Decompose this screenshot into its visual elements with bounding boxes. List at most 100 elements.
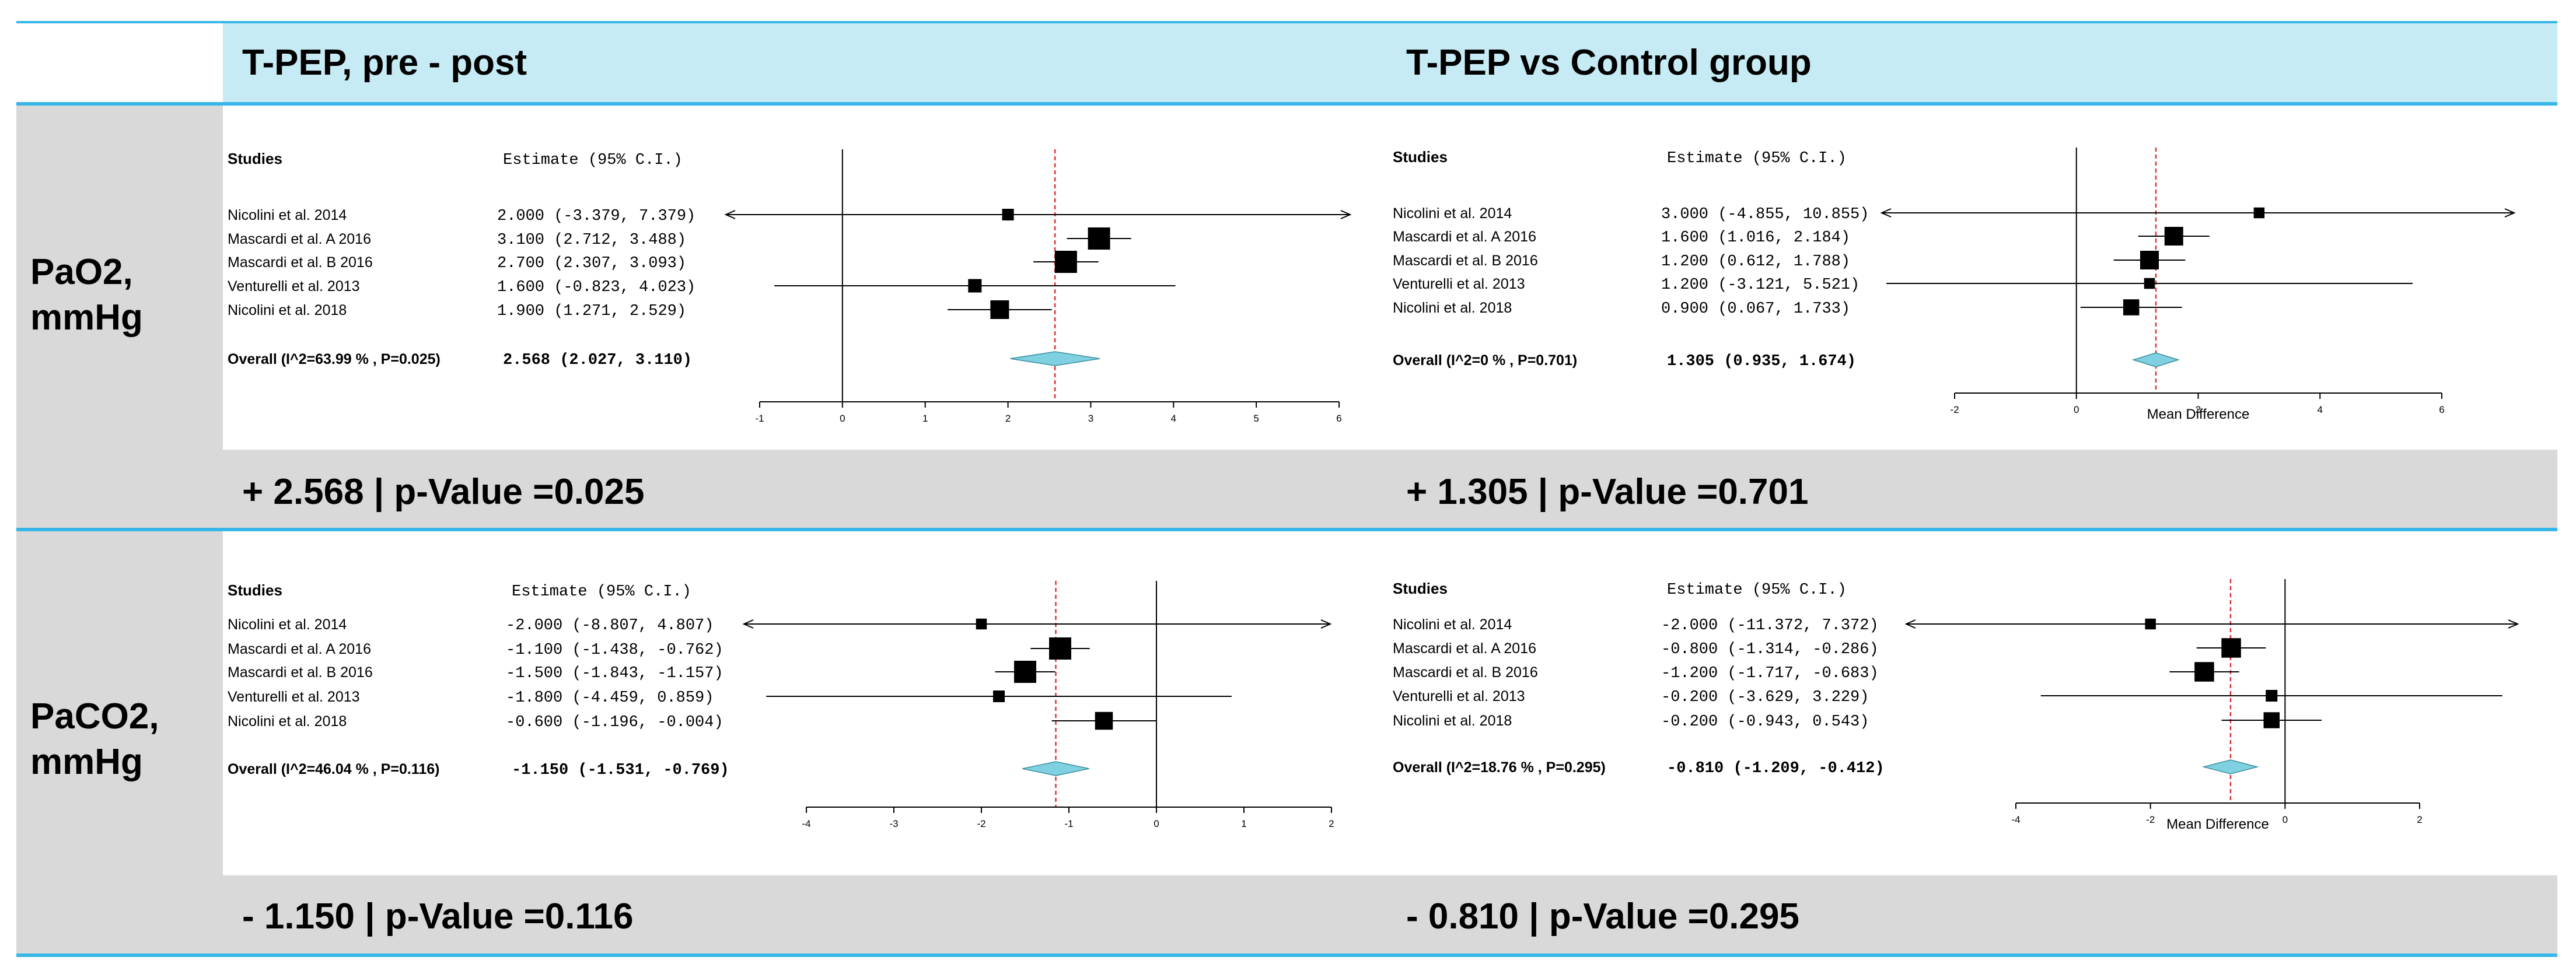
overall-diamond xyxy=(2131,352,2180,367)
study-name: Mascardi et al. B 2016 xyxy=(228,254,373,271)
forest-plot-pao2-pre-post: Studies Estimate (95% C.I.) Nicolini et al… xyxy=(223,106,1387,450)
study-point xyxy=(2145,618,2156,630)
overall-estimate: -0.810 (-1.209, -0.412) xyxy=(1667,760,1885,777)
study-name: Nicolini et al. 2014 xyxy=(1393,616,1512,633)
study-name: Mascardi et al. B 2016 xyxy=(228,664,373,681)
study-name: Mascardi et al. A 2016 xyxy=(1393,229,1536,245)
study-estimate: -0.200 (-0.943, 0.543) xyxy=(1661,713,1869,731)
row-label-paco2: PaCO2, mmHg xyxy=(30,696,159,782)
ci-arrow-right xyxy=(2504,208,2516,218)
summary-paco2-vs-control: - 0.810 | p-Value =0.295 xyxy=(1406,896,1799,937)
ci-arrow-left xyxy=(742,619,754,629)
study-estimate: -1.100 (-1.438, -0.762) xyxy=(506,642,723,659)
study-point xyxy=(1049,637,1071,660)
study-point xyxy=(990,300,1009,319)
study-name: Mascardi et al. A 2016 xyxy=(228,641,371,657)
header-divider xyxy=(16,102,2557,106)
study-estimate: -0.200 (-3.629, 3.229) xyxy=(1661,689,1869,706)
header-band xyxy=(223,23,2557,102)
study-point xyxy=(1095,711,1113,730)
study-estimate: 3.000 (-4.855, 10.855) xyxy=(1661,206,1869,223)
study-estimate: 3.100 (2.712, 3.488) xyxy=(497,232,686,249)
forest-plot-paco2-pre-post: Studies Estimate (95% C.I.) Nicolini et al… xyxy=(223,531,1387,875)
study-estimate: -1.500 (-1.843, -1.157) xyxy=(506,665,723,682)
overall-label: Overall (I^2=46.04 % , P=0.116) xyxy=(228,761,439,777)
study-point xyxy=(2263,712,2280,728)
x-axis-label: Mean Difference xyxy=(2147,406,2250,422)
overall-diamond xyxy=(1022,761,1089,776)
study-name: Nicolini et al. 2014 xyxy=(228,207,347,223)
forest-plot-svg: Studies Estimate (95% C.I.) Nicolini et al… xyxy=(1393,579,2519,832)
row-divider xyxy=(16,528,2557,531)
study-name: Mascardi et al. B 2016 xyxy=(1393,664,1538,681)
summary-pao2-pre-post: + 2.568 | p-Value =0.025 xyxy=(242,472,645,512)
x-tick-label: 0 xyxy=(1154,818,1159,829)
study-point xyxy=(2253,207,2265,219)
study-point xyxy=(1002,209,1014,220)
study-name: Nicolini et al. 2018 xyxy=(228,302,347,318)
study-point xyxy=(2123,299,2140,316)
top-divider xyxy=(16,21,2557,23)
ci-arrow-left xyxy=(724,210,736,219)
row-label-cell-paco2 xyxy=(16,531,223,954)
forest-plot-paco2-vs-control: Studies Estimate (95% C.I.) Nicolini et al… xyxy=(1387,531,2557,875)
summary-band-paco2 xyxy=(223,875,2557,954)
study-estimate: -2.000 (-11.372, 7.372) xyxy=(1661,617,1879,635)
overall-diamond xyxy=(1010,351,1100,366)
studies-header: Studies xyxy=(228,150,282,167)
study-point xyxy=(1014,661,1036,683)
study-estimate: -0.800 (-1.314, -0.286) xyxy=(1661,641,1879,658)
study-estimate: 2.700 (2.307, 3.093) xyxy=(497,255,686,272)
overall-estimate: 1.305 (0.935, 1.674) xyxy=(1667,353,1856,370)
bottom-divider xyxy=(16,954,2557,957)
study-estimate: 1.200 (0.612, 1.788) xyxy=(1661,253,1850,271)
study-estimate: 1.900 (1.271, 2.529) xyxy=(497,303,686,320)
study-estimate: 2.000 (-3.379, 7.379) xyxy=(497,208,695,225)
forest-plot-svg: Studies Estimate (95% C.I.) Nicolini et al… xyxy=(1393,148,2516,422)
estimate-header: Estimate (95% C.I.) xyxy=(1667,581,1847,599)
row-label-pao2: PaO2, mmHg xyxy=(30,252,143,338)
study-name: Venturelli et al. 2013 xyxy=(1393,276,1525,292)
x-tick-label: -2 xyxy=(1950,404,1959,415)
study-name: Nicolini et al. 2014 xyxy=(1393,205,1512,222)
study-name: Nicolini et al. 2018 xyxy=(1393,713,1512,729)
study-name: Venturelli et al. 2013 xyxy=(228,278,360,295)
studies-header: Studies xyxy=(1393,148,1448,166)
study-estimate: 1.600 (-0.823, 4.023) xyxy=(497,279,695,296)
study-point xyxy=(2266,690,2278,702)
x-tick-label: 2 xyxy=(1005,413,1011,424)
right-column-title: T-PEP vs Control group xyxy=(1406,43,1812,83)
x-tick-label: -2 xyxy=(977,818,985,829)
ci-arrow-left xyxy=(1880,208,1892,218)
x-tick-label: -3 xyxy=(889,818,898,829)
x-tick-label: 5 xyxy=(1253,413,1259,424)
ci-arrow-right xyxy=(2508,619,2519,629)
overall-estimate: 2.568 (2.027, 3.110) xyxy=(503,352,692,369)
summary-paco2-pre-post: - 1.150 | p-Value =0.116 xyxy=(242,896,634,937)
overall-diamond xyxy=(2201,759,2259,774)
left-column-title: T-PEP, pre - post xyxy=(242,43,527,83)
study-name: Nicolini et al. 2014 xyxy=(228,616,347,633)
study-name: Venturelli et al. 2013 xyxy=(228,689,360,705)
x-tick-label: 2 xyxy=(1329,818,1334,829)
overall-label: Overall (I^2=0 % , P=0.701) xyxy=(1393,352,1577,369)
study-name: Venturelli et al. 2013 xyxy=(1393,688,1525,704)
study-point xyxy=(2221,638,2241,658)
study-point xyxy=(2164,227,2183,246)
summary-band-pao2 xyxy=(223,450,2557,528)
study-name: Nicolini et al. 2018 xyxy=(1393,300,1512,316)
study-estimate: -1.800 (-4.459, 0.859) xyxy=(506,689,714,707)
study-estimate: -1.200 (-1.717, -0.683) xyxy=(1661,665,1879,682)
x-tick-label: -1 xyxy=(1064,818,1073,829)
x-tick-label: 1 xyxy=(1241,818,1246,829)
overall-estimate: -1.150 (-1.531, -0.769) xyxy=(512,762,729,779)
x-tick-label: 4 xyxy=(1171,413,1176,424)
study-point xyxy=(2194,662,2214,682)
row-label-cell-pao2 xyxy=(16,106,223,528)
estimate-header: Estimate (95% C.I.) xyxy=(1667,150,1847,167)
study-point xyxy=(976,618,987,630)
study-point xyxy=(1088,227,1110,250)
ci-arrow-left xyxy=(1904,619,1916,629)
study-name: Mascardi et al. A 2016 xyxy=(1393,640,1536,657)
x-tick-label: 1 xyxy=(922,413,928,424)
